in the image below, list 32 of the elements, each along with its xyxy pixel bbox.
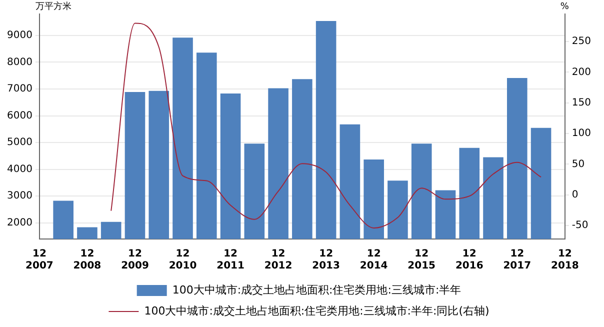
y2-tick-label: 150 [572,97,592,108]
x-tick-label: 12 2009 [121,248,149,272]
x-tick-label: 12 2013 [312,248,340,272]
y2-axis-title: % [560,2,570,12]
y-tick-label: 5000 [6,137,32,148]
x-tick-label: 12 2010 [168,248,197,272]
y-tick-label: 8000 [6,56,32,68]
x-tick-label: 12 2014 [360,248,388,272]
y-tick-label: 2000 [6,218,32,229]
y-tick-label: 6000 [6,110,32,122]
x-tick-label: 12 2016 [455,248,484,272]
y-tick-label: 3000 [6,190,32,202]
legend-label: 100大中城市:成交土地占地面积:住宅类用地:三线城市:半年 [172,283,462,296]
legend-label: 100大中城市:成交土地占地面积:住宅类用地:三线城市:半年:同比(右轴) [144,304,490,318]
y-tick-label: 9000 [6,30,32,42]
y-tick-label: 4000 [6,164,32,175]
x-tick-label: 12 2017 [503,248,532,272]
y-axis-title: 万平方米 [35,0,72,12]
x-tick-label: 12 2012 [264,248,292,272]
y2-tick-label: -50 [572,220,588,232]
y-tick-label: 7000 [6,84,32,95]
x-tick-label: 12 2008 [73,248,102,272]
line-series [110,22,542,228]
y2-tick-label: 200 [572,66,592,78]
x-tick-label: 12 2007 [26,248,54,272]
x-tick-label: 12 2011 [216,248,244,272]
y2-tick-label: 0 [572,189,578,200]
x-tick-label: 12 2018 [550,248,579,272]
y2-tick-label: 250 [572,36,592,48]
y2-tick-label: 100 [572,128,592,140]
x-tick-label: 12 2015 [408,248,436,272]
y2-tick-label: 50 [572,158,585,170]
